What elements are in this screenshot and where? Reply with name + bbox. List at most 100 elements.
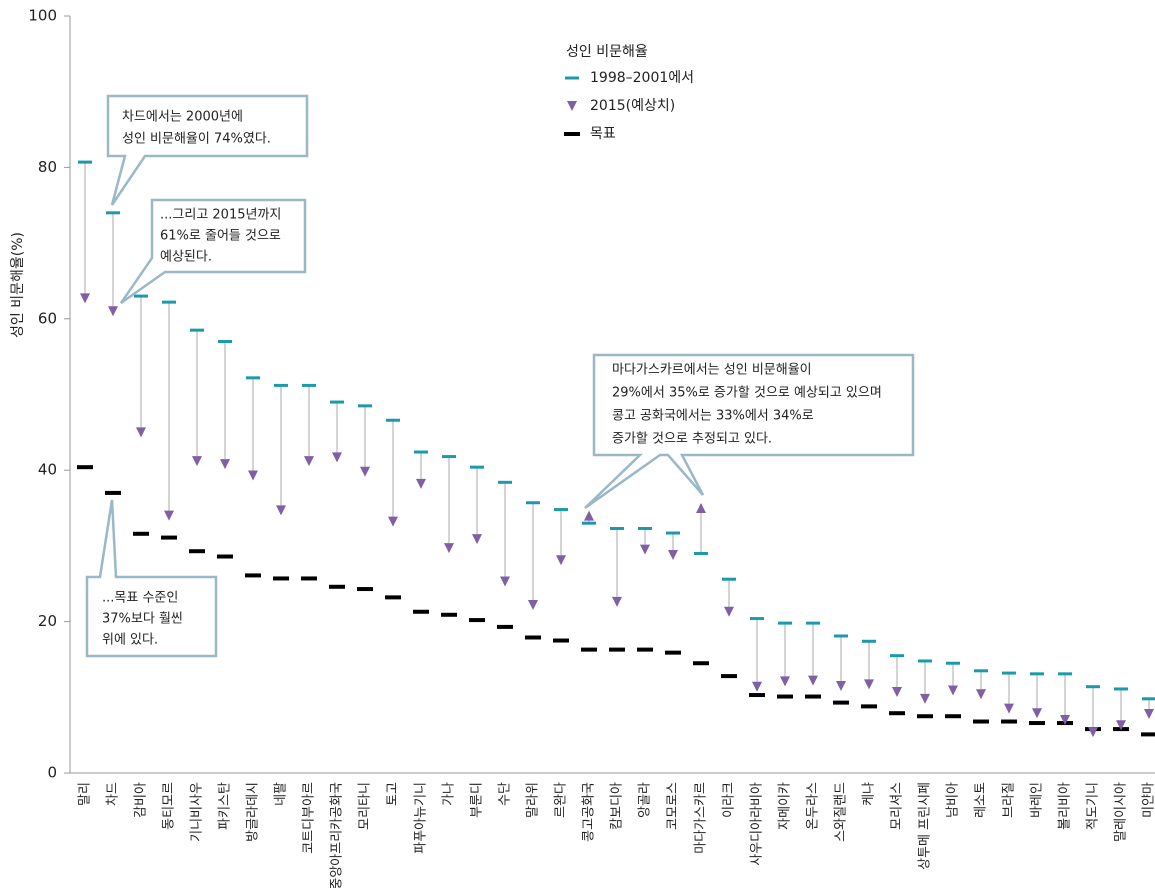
baseline-mark <box>890 654 904 658</box>
target-mark <box>133 531 149 536</box>
target-mark <box>609 647 625 652</box>
baseline-mark <box>638 526 652 530</box>
forecast-mark <box>1004 703 1014 714</box>
baseline-mark <box>554 508 568 512</box>
forecast-mark <box>528 599 538 610</box>
forecast-mark <box>1116 720 1126 731</box>
x-tick-label: 적도기니 <box>1086 782 1101 830</box>
target-mark <box>469 618 485 623</box>
forecast-mark <box>556 555 566 566</box>
x-tick-label: 자메이카 <box>778 782 793 830</box>
x-tick-label: 스와질랜드 <box>834 782 849 842</box>
annotation-text: ...그리고 2015년까지 <box>160 208 281 223</box>
x-tick-label: 상투메 프린시페 <box>918 782 933 870</box>
baseline-mark <box>1086 685 1100 689</box>
target-mark <box>217 554 233 559</box>
x-tick-label: 말레이시아 <box>1114 782 1129 842</box>
annotation-text: 콩고 공화국에서는 33%에서 34%로 <box>612 409 814 424</box>
baseline-mark <box>358 404 372 408</box>
forecast-mark <box>332 452 342 463</box>
baseline-mark <box>526 501 540 505</box>
target-mark <box>1029 721 1045 726</box>
annotation-text: 성인 비문해율이 74%였다. <box>122 132 271 147</box>
x-tick-label: 이라크 <box>722 782 737 818</box>
forecast-mark <box>360 466 370 477</box>
baseline-mark <box>302 383 316 387</box>
forecast-mark <box>892 687 902 698</box>
target-mark <box>385 595 401 600</box>
x-tick-label: 차드 <box>106 782 121 806</box>
forecast-mark <box>388 516 398 527</box>
target-mark <box>581 647 597 652</box>
target-mark <box>945 714 961 719</box>
y-tick-label: 100 <box>28 7 57 25</box>
x-tick-label: 케냐 <box>862 782 877 806</box>
baseline-mark <box>1114 687 1128 691</box>
y-tick-label: 60 <box>38 309 57 327</box>
baseline-mark <box>442 455 456 459</box>
forecast-mark <box>80 293 90 304</box>
forecast-mark <box>1060 715 1070 726</box>
baseline-mark <box>778 621 792 625</box>
x-tick-label: 토고 <box>386 782 401 806</box>
forecast-mark <box>780 676 790 687</box>
x-tick-label: 수단 <box>498 782 513 806</box>
baseline-mark <box>1058 672 1072 676</box>
target-mark <box>917 714 933 719</box>
target-mark <box>413 609 429 614</box>
annotation-text: ...목표 수준인 <box>102 591 178 606</box>
target-mark <box>1001 719 1017 724</box>
forecast-mark <box>976 689 986 700</box>
forecast-mark <box>248 470 258 481</box>
baseline-mark <box>918 659 932 663</box>
forecast-mark <box>808 675 818 686</box>
forecast-mark <box>164 510 174 521</box>
x-tick-label: 감비아 <box>134 782 149 818</box>
target-mark <box>441 612 457 617</box>
annotation-text: 위에 있다. <box>102 633 158 648</box>
baseline-mark <box>190 328 204 332</box>
callout-box <box>119 198 307 305</box>
x-tick-label: 사우디아라비아 <box>750 782 765 866</box>
baseline-mark <box>470 465 484 469</box>
legend-title: 성인 비문해율 <box>566 44 648 60</box>
target-mark <box>189 549 205 554</box>
forecast-mark <box>192 456 202 467</box>
baseline-mark <box>862 639 876 643</box>
x-tick-label: 코트디부아르 <box>302 782 317 854</box>
forecast-mark <box>724 606 734 617</box>
x-tick-label: 남비아 <box>946 782 961 818</box>
forecast-mark <box>304 456 314 467</box>
baseline-mark <box>246 376 260 380</box>
x-tick-label: 파키스탄 <box>218 782 233 830</box>
baseline-mark <box>694 551 708 555</box>
x-tick-label: 콩고공화국 <box>582 782 597 842</box>
x-tick-label: 가나 <box>442 782 457 806</box>
forecast-mark <box>500 576 510 587</box>
target-mark <box>805 694 821 699</box>
baseline-mark <box>834 634 848 638</box>
baseline-mark <box>806 621 820 625</box>
forecast-mark <box>612 596 622 607</box>
forecast-mark <box>444 543 454 554</box>
baseline-mark <box>1030 672 1044 676</box>
annotation-text: 예상된다. <box>160 250 212 265</box>
target-mark <box>777 694 793 699</box>
target-mark <box>1141 732 1155 737</box>
baseline-mark <box>386 418 400 422</box>
forecast-mark <box>276 505 286 516</box>
target-mark <box>77 465 93 470</box>
annotation-text: 29%에서 35%로 증가할 것으로 예상되고 있으며 <box>612 386 882 401</box>
legend-marker <box>564 132 580 136</box>
baseline-mark <box>414 450 428 454</box>
legend-label: 2015(예상치) <box>590 98 675 114</box>
forecast-mark <box>696 503 706 514</box>
baseline-mark <box>106 211 120 215</box>
x-tick-label: 앙골라 <box>638 782 653 818</box>
annotation-text: 61%로 줄어들 것으로 <box>160 229 281 244</box>
x-tick-label: 네팔 <box>274 782 289 806</box>
baseline-mark <box>330 400 344 404</box>
forecast-mark <box>752 681 762 692</box>
target-mark <box>357 587 373 592</box>
